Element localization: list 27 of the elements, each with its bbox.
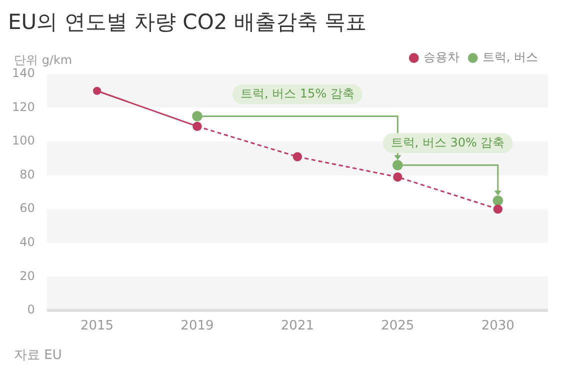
y-tick-label: 0: [27, 302, 35, 317]
text: 자료 EU: [14, 347, 63, 364]
y-tick-label: 20: [20, 268, 35, 283]
chart-title: EU의 연도별 차량 CO2 배출감축 목표: [8, 9, 368, 36]
point: [492, 195, 504, 206]
x-tick-label: 2019: [180, 318, 214, 334]
x-tick-label: 2021: [280, 318, 314, 334]
annotation: 트럭, 버스 15% 감축: [240, 86, 354, 100]
x-tick-label: 2015: [80, 318, 114, 334]
annotation: 트럭, 버스 30% 감축: [390, 135, 505, 150]
y-tick-label: 100: [12, 134, 35, 148]
y-tick-label: 40: [20, 234, 35, 249]
x-tick-label: 2030: [481, 318, 514, 334]
y-tick-label: 140: [12, 66, 35, 80]
y-tick-label: 120: [12, 100, 35, 114]
point: [393, 172, 402, 182]
point: [93, 86, 102, 95]
point: [292, 152, 302, 162]
legend-label: 승용차: [423, 50, 460, 64]
point: [493, 204, 502, 214]
y-tick-label: 80: [20, 167, 35, 182]
y-tick-label: 60: [20, 201, 35, 216]
point: [192, 111, 202, 122]
chart-subtitle: 단위 g/km: [14, 52, 72, 68]
legend-label: 트럭, 버스: [482, 50, 538, 64]
x-tick-label: 2025: [381, 318, 414, 334]
point: [392, 160, 403, 170]
